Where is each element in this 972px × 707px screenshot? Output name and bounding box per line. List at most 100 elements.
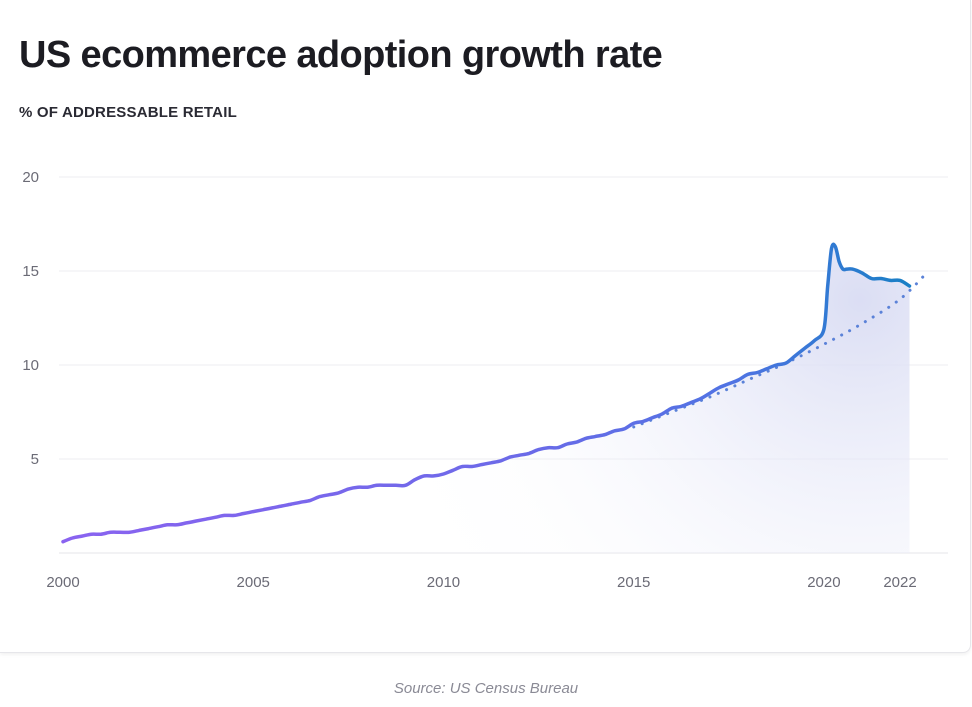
data-point <box>909 285 911 287</box>
data-point <box>661 413 663 415</box>
data-point <box>528 452 530 454</box>
data-point <box>890 279 892 281</box>
data-point <box>823 328 825 330</box>
data-point <box>861 272 863 274</box>
data-point <box>414 479 416 481</box>
data-point <box>585 437 587 439</box>
data-point <box>690 402 692 404</box>
data-point <box>91 533 93 535</box>
data-point <box>785 362 787 364</box>
data-point <box>224 514 226 516</box>
data-point <box>519 454 521 456</box>
y-axis-label: % OF ADDRESSABLE RETAIL <box>19 104 237 121</box>
data-point <box>167 524 169 526</box>
data-point <box>709 392 711 394</box>
data-point <box>614 430 616 432</box>
data-point <box>633 422 635 424</box>
data-point <box>652 417 654 419</box>
data-point <box>899 279 901 281</box>
data-point <box>300 501 302 503</box>
data-point <box>547 447 549 449</box>
data-point <box>328 494 330 496</box>
series-area-fill <box>63 244 910 553</box>
data-point <box>834 246 836 248</box>
data-point <box>233 514 235 516</box>
data-point <box>423 475 425 477</box>
data-point <box>129 531 131 533</box>
data-point <box>642 420 644 422</box>
data-point <box>81 535 83 537</box>
data-point <box>846 268 848 270</box>
x-tick-label: 2000 <box>46 574 79 591</box>
ecommerce-share-line <box>61 242 912 544</box>
data-point <box>433 475 435 477</box>
x-tick-label: 2005 <box>237 574 270 591</box>
axes: 5 10 15 20 2000 2005 2010 2015 2020 2022 <box>22 169 916 591</box>
area-fill <box>63 244 910 553</box>
data-point <box>481 464 483 466</box>
data-point <box>119 531 121 533</box>
data-point <box>271 507 273 509</box>
data-point <box>718 387 720 389</box>
data-point <box>452 469 454 471</box>
data-point <box>110 531 112 533</box>
data-point <box>813 340 815 342</box>
data-point <box>595 435 597 437</box>
data-point <box>509 456 511 458</box>
data-point <box>880 278 882 280</box>
data-point <box>623 428 625 430</box>
data-point <box>557 447 559 449</box>
data-point <box>262 509 264 511</box>
data-point <box>804 347 806 349</box>
chart-title: US ecommerce adoption growth rate <box>19 34 663 76</box>
data-point <box>699 398 701 400</box>
data-point <box>357 486 359 488</box>
data-point <box>827 285 829 287</box>
data-point <box>347 488 349 490</box>
data-point <box>252 511 254 513</box>
data-point <box>747 373 749 375</box>
data-point <box>290 503 292 505</box>
y-tick-label: 20 <box>22 169 39 186</box>
data-point <box>138 529 140 531</box>
data-point <box>756 372 758 374</box>
data-point <box>376 484 378 486</box>
series <box>61 242 930 544</box>
data-point <box>737 379 739 381</box>
data-point <box>395 484 397 486</box>
data-point <box>766 368 768 370</box>
source-note: Source: US Census Bureau <box>393 680 579 697</box>
data-point <box>728 383 730 385</box>
data-point <box>671 407 673 409</box>
data-point <box>281 505 283 507</box>
data-point <box>309 499 311 501</box>
data-point <box>195 520 197 522</box>
data-point <box>443 473 445 475</box>
data-point <box>604 434 606 436</box>
data-point <box>243 513 245 515</box>
data-point <box>842 268 844 270</box>
data-point <box>319 496 321 498</box>
data-point <box>462 466 464 468</box>
data-point <box>851 268 853 270</box>
data-point <box>404 484 406 486</box>
data-point <box>157 526 159 528</box>
x-tick-label: 2010 <box>427 574 460 591</box>
y-tick-label: 15 <box>22 263 39 280</box>
data-point <box>490 462 492 464</box>
data-point <box>538 449 540 451</box>
data-point <box>385 484 387 486</box>
data-point <box>214 516 216 518</box>
data-point <box>205 518 207 520</box>
x-tick-label: 2015 <box>617 574 650 591</box>
data-point <box>576 441 578 443</box>
data-point <box>566 443 568 445</box>
x-tick-label: 2022 <box>883 574 916 591</box>
data-point <box>871 278 873 280</box>
data-point <box>838 261 840 263</box>
data-point <box>831 247 833 249</box>
data-point <box>100 533 102 535</box>
x-tick-label: 2020 <box>807 574 840 591</box>
data-point <box>500 460 502 462</box>
